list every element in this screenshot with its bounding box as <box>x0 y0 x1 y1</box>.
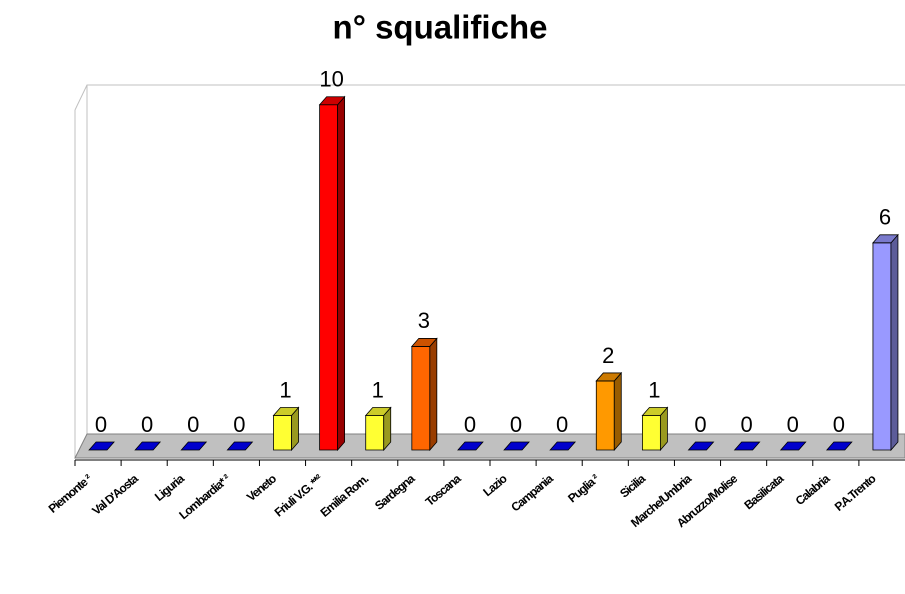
bar-front <box>641 415 661 451</box>
data-label: 10 <box>319 67 343 92</box>
bar-top <box>180 441 208 451</box>
bar <box>318 95 346 452</box>
bar-front <box>273 415 292 451</box>
x-tick-label: Sardegna <box>372 471 418 513</box>
bar-top <box>410 338 438 347</box>
bar-top <box>641 407 669 416</box>
bar <box>687 441 715 451</box>
back-wall <box>74 84 905 111</box>
bar <box>549 441 577 451</box>
data-label: 0 <box>141 412 153 437</box>
x-tick-label: Veneto <box>244 472 279 505</box>
bar-top <box>687 441 715 451</box>
x-tick-label: Lombardia* ² <box>176 471 233 522</box>
x-tick-label: Liguria <box>152 471 187 504</box>
bar-front <box>872 242 892 451</box>
data-label: 1 <box>279 377 291 402</box>
data-label: 1 <box>648 377 660 402</box>
data-label: 0 <box>556 412 568 437</box>
x-tick-label: Val D'Aosta <box>89 471 141 518</box>
data-label: 6 <box>879 205 891 230</box>
bar-top <box>88 441 115 451</box>
x-tick-label: Toscana <box>423 471 464 509</box>
x-tick-label: Lazio <box>480 472 509 500</box>
bar-top <box>733 441 761 451</box>
data-label: 0 <box>187 412 199 437</box>
bar <box>180 441 208 451</box>
bar-side <box>890 233 899 452</box>
bar-front <box>319 104 339 451</box>
bar-top <box>549 441 577 451</box>
bar <box>364 406 392 452</box>
bar-top <box>457 441 484 451</box>
bar <box>779 441 807 451</box>
data-label: 0 <box>95 412 107 437</box>
bar-top <box>364 407 392 416</box>
bar-top <box>779 441 807 451</box>
bar-top <box>134 441 162 451</box>
x-tick-label: Emilia Rom. <box>317 472 371 520</box>
bar-top <box>226 441 254 451</box>
bar-top <box>872 234 899 244</box>
bar-side <box>613 371 622 452</box>
data-label: 0 <box>833 412 845 437</box>
x-tick-label: Campania <box>508 471 556 514</box>
bar <box>641 406 669 452</box>
data-label: 0 <box>787 412 799 437</box>
bar <box>134 441 162 451</box>
data-label: 2 <box>602 343 614 368</box>
x-tick-label: Puglia ² <box>565 471 602 505</box>
bar <box>733 441 761 451</box>
data-label: 0 <box>740 412 752 437</box>
data-label: 0 <box>510 412 522 437</box>
bar <box>88 441 115 451</box>
chart-title: n° squalifiche <box>333 9 548 46</box>
bar <box>457 441 484 451</box>
bar-front <box>365 415 385 451</box>
bar <box>872 233 899 452</box>
bar <box>272 406 300 452</box>
bar <box>825 441 853 451</box>
data-label: 0 <box>464 412 476 437</box>
data-label: 1 <box>372 377 384 402</box>
x-tick-label: Sicilia <box>617 471 648 500</box>
x-tick-label: Piemonte ² <box>46 471 95 515</box>
bar <box>410 337 438 452</box>
bar <box>595 371 623 452</box>
bar-top <box>318 96 346 106</box>
bar-side <box>337 95 346 452</box>
bar-front <box>595 380 615 451</box>
x-tick-label: Friuli V.G. **² <box>272 471 326 519</box>
x-tick-label: Calabria <box>793 471 833 508</box>
x-tick-label: P.A.Trento <box>832 472 879 514</box>
bar <box>226 441 254 451</box>
bar <box>503 441 530 451</box>
bar-front <box>411 346 431 451</box>
bar-top <box>503 441 530 451</box>
data-label: 0 <box>233 412 245 437</box>
bar-top <box>825 441 853 451</box>
x-tick-label: Basilicata <box>741 471 786 512</box>
data-label: 3 <box>418 308 430 333</box>
bar-top <box>595 372 623 382</box>
bar-top <box>272 407 300 416</box>
data-label: 0 <box>694 412 706 437</box>
bar-side <box>429 337 438 452</box>
